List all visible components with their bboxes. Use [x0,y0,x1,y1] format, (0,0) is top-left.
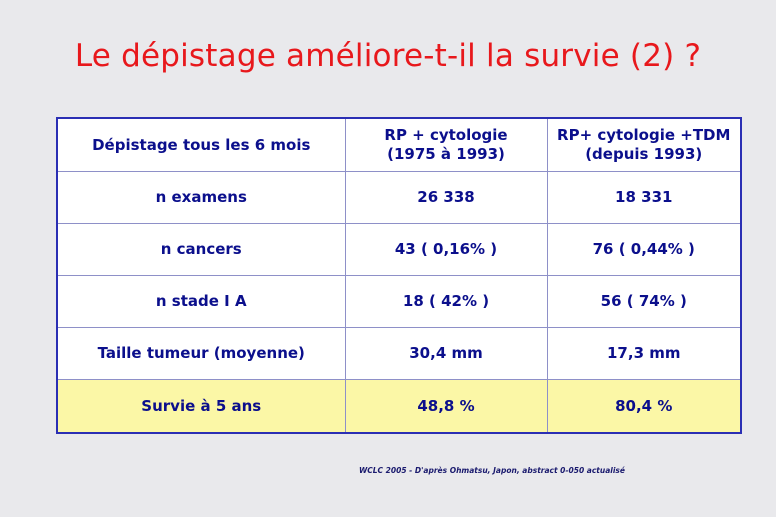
table-row: n cancers 43 ( 0,16% ) 76 ( 0,44% ) [56,223,742,276]
row-value-col-a: 43 ( 0,16% ) [344,223,548,276]
table-row: n stade I A 18 ( 42% ) 56 ( 74% ) [56,275,742,328]
header-col-b-line2: (depuis 1993) [585,145,703,163]
header-col-a-line2: (1975 à 1993) [387,145,505,163]
comparison-table: Dépistage tous les 6 mois RP + cytologie… [56,117,742,434]
row-label: n stade I A [56,275,346,328]
header-col-b-cell: RP+ cytologie +TDM (depuis 1993) [546,117,742,172]
row-value-col-b: 56 ( 74% ) [546,275,742,328]
row-label: n cancers [56,223,346,276]
header-col-b-line1: RP+ cytologie +TDM [557,126,731,145]
row-label: Taille tumeur (moyenne) [56,327,346,380]
table-header-row: Dépistage tous les 6 mois RP + cytologie… [56,117,742,172]
source-footnote: WCLC 2005 - D'après Ohmatsu, Japon, abst… [359,466,625,475]
row-value-col-b: 80,4 % [546,379,742,434]
table-row: Taille tumeur (moyenne) 30,4 mm 17,3 mm [56,327,742,380]
table-row: n examens 26 338 18 331 [56,171,742,224]
row-value-col-b: 17,3 mm [546,327,742,380]
table-row-highlighted: Survie à 5 ans 48,8 % 80,4 % [56,379,742,434]
row-label: n examens [56,171,346,224]
header-label: Dépistage tous les 6 mois [92,135,311,154]
row-label: Survie à 5 ans [56,379,346,434]
header-col-a-line1: RP + cytologie [384,126,508,145]
row-value-col-a: 48,8 % [344,379,548,434]
row-value-col-a: 18 ( 42% ) [344,275,548,328]
row-value-col-a: 30,4 mm [344,327,548,380]
slide-title: Le dépistage améliore-t-il la survie (2)… [74,38,702,74]
row-value-col-a: 26 338 [344,171,548,224]
row-value-col-b: 18 331 [546,171,742,224]
header-label-cell: Dépistage tous les 6 mois [56,117,346,172]
header-col-a-cell: RP + cytologie (1975 à 1993) [344,117,548,172]
row-value-col-b: 76 ( 0,44% ) [546,223,742,276]
